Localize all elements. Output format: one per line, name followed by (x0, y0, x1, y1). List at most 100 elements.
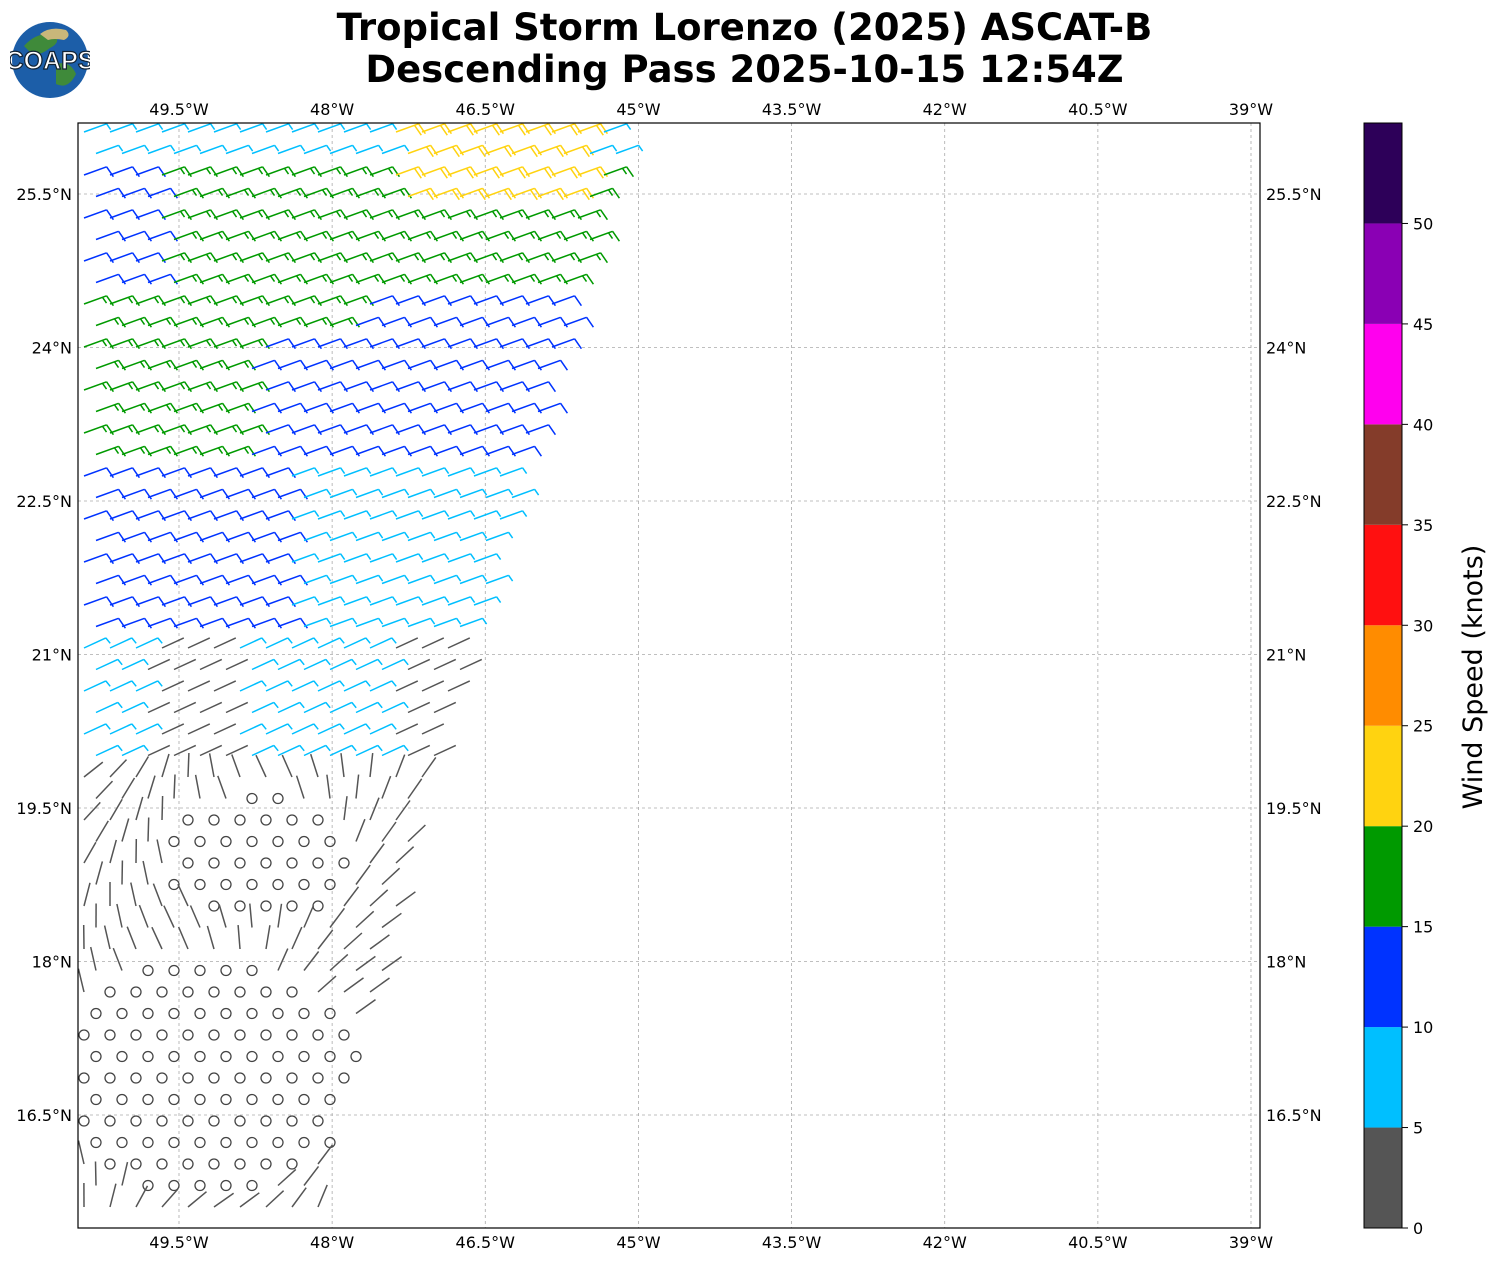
wind-barb (421, 381, 453, 393)
wind-barb (187, 596, 219, 608)
calm-circle (246, 1007, 258, 1020)
wind-barb (525, 338, 557, 350)
calm-circle (312, 900, 324, 912)
wind-barb (433, 445, 465, 457)
calm-circle (286, 900, 298, 912)
calm-circle (156, 1115, 168, 1127)
calm-circle (220, 964, 232, 977)
wind-barb (355, 273, 387, 285)
wind-barb (355, 744, 383, 757)
logo-text: COAPS (10, 47, 90, 75)
wind-barb (199, 445, 231, 457)
wind-barb (95, 658, 123, 671)
wind-barb (109, 596, 141, 608)
wind-barb (447, 596, 476, 606)
wind-barb (95, 701, 123, 714)
wind-barb (265, 166, 297, 178)
wind-barb (395, 252, 427, 264)
wind-barb (343, 680, 371, 692)
wind-barb (161, 467, 193, 479)
calm-circle (78, 1029, 90, 1041)
wind-barb (277, 531, 309, 543)
wind-barb (433, 402, 465, 414)
calm-circle (286, 1072, 298, 1084)
wind-barb (395, 166, 427, 179)
wind-barb (563, 273, 595, 285)
wind-barb (95, 820, 109, 842)
wind-barb (369, 553, 398, 563)
wind-barb (407, 187, 439, 201)
wind-barb (239, 553, 271, 565)
wind-barb (473, 252, 505, 264)
colorbar-bin (1364, 323, 1402, 425)
wind-barb (395, 510, 424, 520)
wind-barb (473, 510, 502, 520)
wind-barb (239, 252, 271, 264)
wind-barb (395, 295, 427, 307)
wind-barb (355, 402, 387, 414)
wind-barb (251, 230, 283, 242)
wind-barb (317, 510, 346, 520)
wind-barb (199, 144, 228, 155)
calm-circle (182, 1072, 194, 1084)
wind-barb (83, 295, 115, 307)
wind-barb (407, 744, 431, 757)
calm-circle (130, 1158, 142, 1170)
wind-barb (329, 359, 361, 371)
calm-circle (208, 1115, 220, 1127)
wind-barb (381, 744, 409, 757)
lon-label-bottom: 45°W (616, 1233, 660, 1252)
lat-label-left: 19.5°N (16, 799, 72, 818)
wind-barb (551, 252, 583, 264)
wind-barb (447, 166, 479, 179)
calm-circle (338, 1072, 350, 1084)
wind-barb (251, 744, 279, 757)
wind-barb (291, 123, 320, 133)
calm-circle (168, 1136, 180, 1149)
colorbar-tick-label: 10 (1413, 1018, 1433, 1037)
wind-barb (187, 123, 216, 133)
wind-barb (303, 617, 332, 628)
calm-circle (260, 1072, 272, 1084)
wind-barb (147, 316, 179, 328)
wind-barb (213, 637, 237, 649)
wind-barb (83, 209, 115, 221)
wind-barb (83, 166, 115, 178)
wind-barb (173, 701, 197, 714)
lon-label-top: 45°W (616, 100, 660, 119)
wind-barb (121, 187, 153, 199)
wind-barb (213, 424, 245, 436)
wind-barb (485, 488, 514, 499)
latitude-labels: 25.5°N 25.5°N 24°N 24°N 22.5°N 22.5°N 21°N 21°N… (16, 185, 1321, 1125)
wind-barb (225, 744, 249, 757)
wind-barb (213, 723, 237, 735)
wind-barb (225, 617, 257, 629)
wind-barb (407, 359, 439, 371)
calm-circle (220, 1050, 232, 1063)
wind-barb (511, 316, 543, 328)
calm-circle (142, 1007, 154, 1020)
wind-barb (329, 701, 357, 714)
wind-barb (109, 467, 141, 479)
lon-label-bottom: 42°W (923, 1233, 967, 1252)
calm-circle (116, 1136, 128, 1149)
wind-barb (525, 424, 557, 436)
wind-barb (161, 338, 193, 350)
wind-barb (199, 273, 231, 285)
wind-barb (161, 1188, 179, 1208)
wind-barb (525, 123, 557, 136)
wind-barb (265, 553, 297, 565)
wind-barb (213, 209, 245, 221)
wind-barb (138, 904, 149, 928)
calm-circle (324, 1136, 336, 1149)
wind-barb (317, 123, 346, 133)
wind-barb (173, 230, 205, 242)
wind-barb (225, 574, 257, 586)
wind-barb (369, 889, 389, 907)
wind-barb (381, 617, 410, 628)
wind-barb (225, 402, 257, 414)
wind-barb (317, 252, 349, 264)
wind-barb (239, 637, 267, 649)
wind-barb (525, 166, 557, 179)
wind-barb (213, 596, 245, 608)
